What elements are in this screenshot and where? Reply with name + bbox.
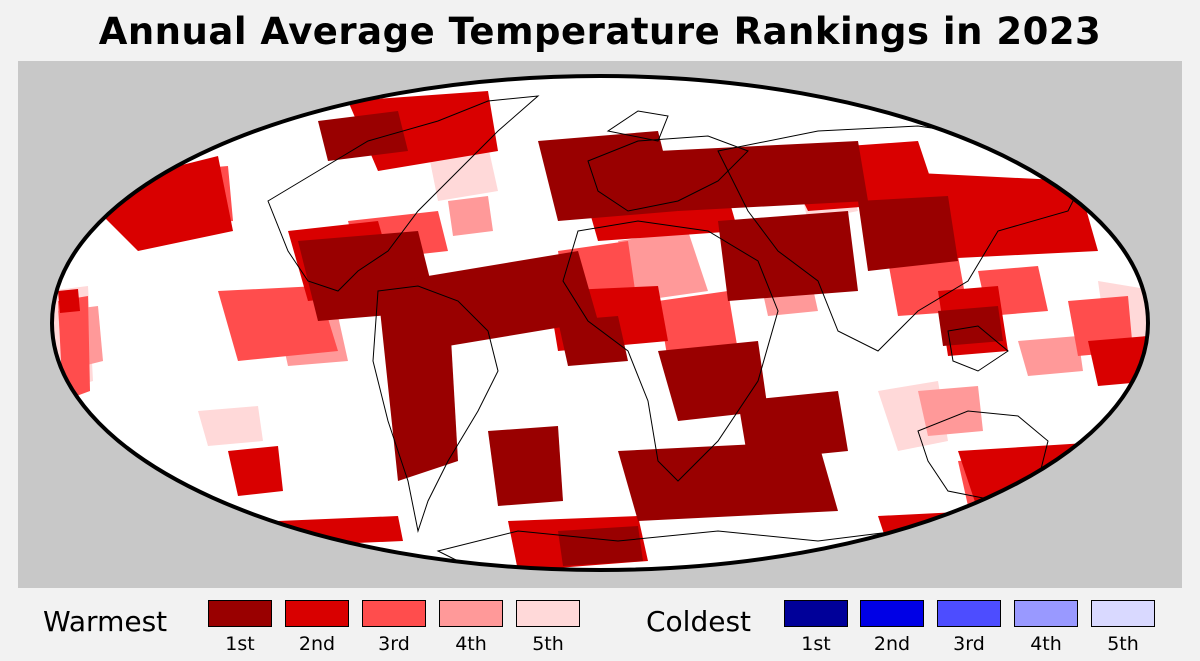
legend-coldest-swatch-3	[937, 600, 1001, 627]
legend-warmest-swatch-3	[362, 600, 426, 627]
map-frame	[18, 61, 1182, 588]
map-title: Annual Average Temperature Rankings in 2…	[98, 10, 1102, 53]
legend-coldest-rank-3: 3rd	[953, 633, 985, 655]
legend-warmest-label: Warmest	[43, 605, 168, 638]
legend-coldest-rank-5: 5th	[1107, 633, 1139, 655]
legend-warmest-rank-5: 5th	[532, 633, 564, 655]
globe-outline	[50, 74, 1150, 572]
legend-warmest-rank-3: 3rd	[378, 633, 410, 655]
legend-coldest-swatch-1	[784, 600, 848, 627]
legend-warmest-swatch-5	[516, 600, 580, 627]
ranking-regions	[52, 91, 1148, 570]
legend-warmest-rank-4: 4th	[455, 633, 487, 655]
legend-coldest-rank-4: 4th	[1030, 633, 1062, 655]
world-map	[50, 74, 1150, 572]
legend-coldest-swatch-2	[860, 600, 924, 627]
legend-warmest-swatch-2	[285, 600, 349, 627]
legend-warmest-swatch-1	[208, 600, 272, 627]
legend-coldest-label: Coldest	[646, 605, 752, 638]
legend-warmest-swatch-4	[439, 600, 503, 627]
legend-coldest-rank-2: 2nd	[873, 633, 911, 655]
legend-coldest-rank-1: 1st	[801, 633, 831, 655]
legend-warmest-rank-2: 2nd	[298, 633, 336, 655]
legend-coldest-swatch-5	[1091, 600, 1155, 627]
rank-1-regions	[298, 111, 1003, 566]
legend-coldest-swatch-4	[1014, 600, 1078, 627]
legend-warmest-rank-1: 1st	[225, 633, 255, 655]
